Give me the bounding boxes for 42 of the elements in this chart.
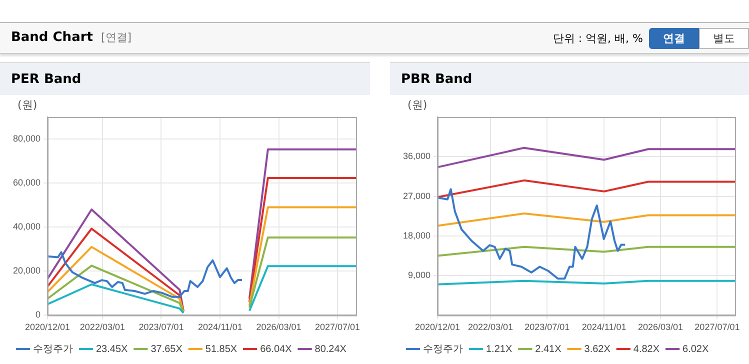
x-tick-label: 2022/03/01	[80, 322, 125, 332]
text: 연결	[649, 28, 699, 49]
x-tick-label: 2020/12/01	[25, 322, 70, 332]
x-tick-label: 2024/11/01	[198, 322, 242, 332]
legend-label: 수정주가	[423, 344, 463, 355]
x-tick-label: 2026/03/01	[638, 322, 684, 332]
legend-label: 1.21X	[486, 344, 512, 355]
legend-label: 51.85X	[205, 344, 238, 355]
y-tick-label: 27,000	[402, 190, 431, 201]
x-tick-label: 2020/12/01	[415, 322, 460, 332]
y-tick-label: 20,000	[12, 266, 41, 276]
legend-label: 수정주가	[33, 344, 73, 355]
legend-label: 23.45X	[96, 344, 128, 355]
chart-title: PER Band	[0, 62, 370, 95]
text: [연결]	[100, 30, 132, 45]
x-tick-label: 2026/03/01	[256, 322, 302, 332]
y-tick-label: 80,000	[12, 134, 41, 144]
x-tick-label: 2023/07/01	[138, 322, 184, 332]
y-axis-title: (원)	[408, 98, 428, 112]
x-tick-label: 2027/07/01	[315, 322, 360, 332]
chart-title: PBR Band	[390, 62, 749, 95]
y-tick-label: 18,000	[402, 230, 431, 240]
text: Band Chart	[11, 30, 93, 45]
x-tick-label: 2024/11/01	[582, 322, 626, 332]
y-tick-label: 9,000	[408, 270, 431, 280]
text: 단위 : 억원, 배, %	[552, 31, 643, 46]
legend-label: 6.02X	[682, 344, 709, 355]
x-tick-label: 2022/03/01	[468, 322, 514, 332]
legend-label: 4.82X	[633, 344, 660, 355]
text: 별도	[699, 28, 749, 49]
y-tick-label: 0	[36, 310, 41, 320]
x-tick-label: 2023/07/01	[524, 322, 570, 332]
legend-label: 80.24X	[314, 344, 347, 355]
y-tick-label: 36,000	[402, 151, 431, 162]
y-tick-label: 40,000	[12, 222, 41, 232]
legend-label: 66.04X	[260, 344, 292, 355]
x-tick-label: 2027/07/01	[694, 322, 740, 332]
legend-label: 2.41X	[535, 344, 562, 355]
legend-label: 37.65X	[150, 344, 183, 355]
y-tick-label: 60,000	[12, 178, 41, 188]
legend-label: 3.62X	[584, 344, 611, 355]
y-axis-title: (원)	[18, 98, 38, 112]
